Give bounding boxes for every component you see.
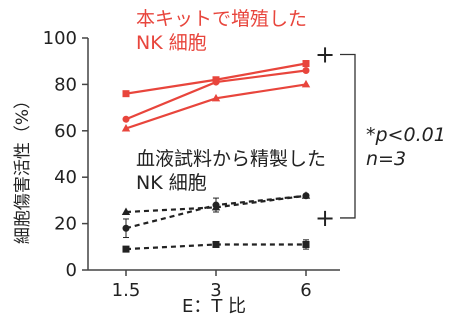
data-point-triangle	[211, 93, 221, 102]
series-circle	[122, 192, 310, 239]
data-point-circle	[302, 66, 310, 74]
axes	[87, 38, 340, 271]
x-tick-label: 1.5	[112, 280, 141, 301]
x-tick-label: 6	[300, 280, 311, 301]
data-point-circle	[122, 115, 130, 123]
significance-plus: +	[315, 40, 335, 68]
data-point-triangle	[121, 207, 131, 215]
significance-plus: +	[315, 204, 335, 232]
y-axis-label: 細胞傷害活性（%）	[13, 92, 33, 244]
data-point-circle	[212, 201, 220, 209]
significance-bracket	[340, 53, 356, 219]
data-point-square	[122, 90, 130, 98]
annotation-text: n=3	[366, 148, 406, 170]
y-tick-label: 0	[66, 260, 77, 281]
significance-annotation: + + *p<0.01n=3	[315, 40, 446, 231]
data-point-triangle	[121, 123, 131, 132]
group-label-line: NK 細胞	[136, 172, 207, 194]
data-point-circle	[212, 78, 220, 86]
group-blood-nk-cells	[121, 191, 311, 253]
y-ticks: 0 20 40 60 80 100	[43, 28, 88, 281]
data-point-square	[302, 60, 310, 68]
group-kit-nk-cells	[121, 60, 311, 132]
x-axis-label: E：T 比	[182, 296, 246, 317]
data-point-circle	[302, 192, 310, 200]
series-layer	[121, 60, 311, 253]
series-circle	[122, 66, 310, 123]
series-line	[125, 83, 307, 130]
x-tick-label: 3	[210, 280, 221, 301]
y-tick-label: 60	[54, 121, 77, 142]
y-tick-label: 80	[54, 74, 77, 95]
group-label-line: NK 細胞	[136, 32, 207, 54]
series-triangle	[121, 79, 311, 132]
group-label-line: 血液試料から精製した	[136, 148, 326, 170]
data-point-triangle	[301, 79, 311, 88]
group-label-line: 本キットで増殖した	[136, 8, 307, 30]
data-point-square	[302, 240, 310, 248]
x-ticks: 1.5 3 6	[112, 270, 312, 301]
y-tick-label: 40	[54, 167, 77, 188]
data-point-square	[212, 240, 220, 248]
annotation-text: *p<0.01	[366, 124, 446, 146]
data-point-square	[122, 245, 130, 253]
series-square	[122, 239, 310, 253]
data-point-circle	[122, 224, 130, 232]
y-tick-label: 100	[43, 28, 77, 49]
y-tick-label: 20	[54, 214, 77, 235]
